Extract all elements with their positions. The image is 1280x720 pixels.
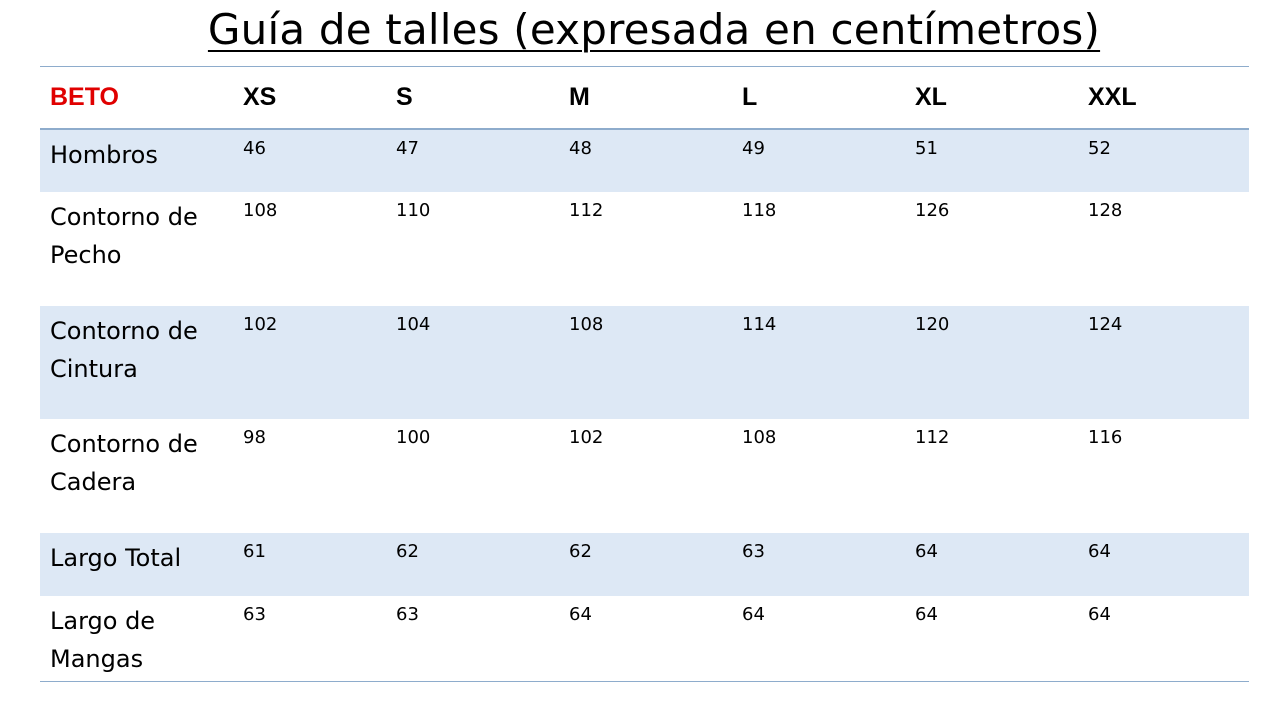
size-header-xl: XL (915, 82, 947, 111)
table-cell: 102 (243, 313, 278, 335)
table-cell: 47 (396, 137, 419, 159)
table-cell: 64 (1088, 603, 1111, 625)
table-cell: 100 (396, 426, 431, 448)
table-cell: 108 (742, 426, 777, 448)
table-cell: 120 (915, 313, 950, 335)
table-cell: 118 (742, 199, 777, 221)
table-row-contorno-pecho: Contorno de Pecho 108 110 112 118 126 12… (40, 192, 1249, 306)
measure-label: Contorno de Pecho (50, 202, 198, 269)
table-cell: 49 (742, 137, 765, 159)
table-cell: 52 (1088, 137, 1111, 159)
size-header-l: L (742, 82, 758, 111)
brand-label: BETO (50, 82, 119, 111)
table-cell: 64 (915, 603, 938, 625)
size-header-s: S (396, 82, 413, 111)
measure-label: Contorno de Cadera (50, 429, 198, 496)
table-cell: 110 (396, 199, 431, 221)
table-cell: 112 (569, 199, 604, 221)
measure-label: Largo de Mangas (50, 606, 156, 673)
table-cell: 114 (742, 313, 777, 335)
table-cell: 108 (243, 199, 278, 221)
table-cell: 128 (1088, 199, 1123, 221)
table-cell: 62 (396, 540, 419, 562)
table-cell: 124 (1088, 313, 1123, 335)
table-row-contorno-cadera: Contorno de Cadera 98 100 102 108 112 11… (40, 419, 1249, 533)
measure-label: Contorno de Cintura (50, 316, 198, 383)
measure-label: Largo Total (50, 543, 182, 572)
table-cell: 64 (915, 540, 938, 562)
table-cell: 51 (915, 137, 938, 159)
table-cell: 63 (742, 540, 765, 562)
table-cell: 48 (569, 137, 592, 159)
size-header-xxl: XXL (1088, 82, 1137, 111)
header-row: BETO XS S M L XL XXL (40, 66, 1249, 129)
size-header-m: M (569, 82, 590, 111)
size-chart-table: BETO XS S M L XL XXL Hombros 46 47 48 49… (40, 66, 1249, 682)
table-cell: 61 (243, 540, 266, 562)
table-cell: 98 (243, 426, 266, 448)
table-cell: 112 (915, 426, 950, 448)
page-title: Guía de talles (expresada en centímetros… (207, 5, 1101, 54)
table-cell: 63 (396, 603, 419, 625)
table-row-hombros: Hombros 46 47 48 49 51 52 (40, 128, 1249, 192)
table-cell: 64 (742, 603, 765, 625)
table-row-largo-mangas: Largo de Mangas 63 63 64 64 64 64 (40, 596, 1249, 682)
table-cell: 64 (569, 603, 592, 625)
table-cell: 64 (1088, 540, 1111, 562)
table-cell: 63 (243, 603, 266, 625)
table-cell: 126 (915, 199, 950, 221)
table-cell: 46 (243, 137, 266, 159)
table-cell: 116 (1088, 426, 1123, 448)
table-cell: 102 (569, 426, 604, 448)
table-cell: 108 (569, 313, 604, 335)
table-cell: 62 (569, 540, 592, 562)
table-cell: 104 (396, 313, 431, 335)
table-row-largo-total: Largo Total 61 62 62 63 64 64 (40, 532, 1249, 596)
table-row-contorno-cintura: Contorno de Cintura 102 104 108 114 120 … (40, 305, 1249, 419)
measure-label: Hombros (50, 140, 158, 169)
size-header-xs: XS (243, 82, 277, 111)
